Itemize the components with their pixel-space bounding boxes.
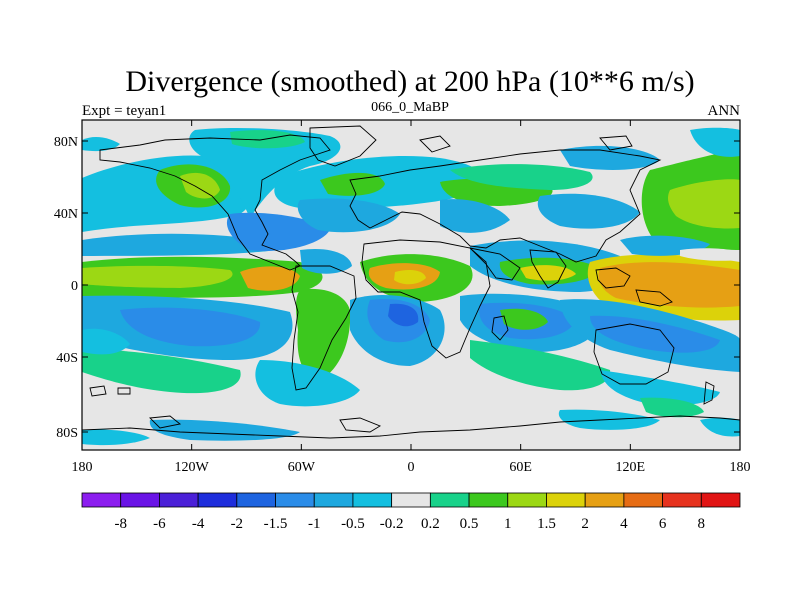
colorbar-swatch bbox=[546, 492, 586, 508]
colorbar-label: 1.5 bbox=[537, 516, 556, 532]
longitude-label: 0 bbox=[408, 460, 415, 475]
colorbar-label: -4 bbox=[192, 516, 205, 532]
latitude-axis: 80N 40N 0 40S 80S bbox=[54, 135, 740, 441]
latitude-label: 40N bbox=[54, 207, 78, 222]
colorbar-swatch bbox=[507, 492, 547, 508]
colorbar-swatch bbox=[159, 492, 199, 508]
colorbar-label: -1 bbox=[308, 516, 321, 532]
latitude-label: 0 bbox=[71, 279, 78, 294]
colorbar-swatch bbox=[429, 492, 470, 508]
colorbar-swatch bbox=[236, 492, 276, 508]
colorbar-label: 2 bbox=[581, 516, 589, 532]
longitude-label: 120W bbox=[175, 460, 210, 475]
colorbar-swatch bbox=[623, 492, 663, 508]
colorbar-label: -0.5 bbox=[341, 516, 365, 532]
colorbar-label: -6 bbox=[153, 516, 166, 532]
period-label: 066_0_MaBP bbox=[371, 100, 449, 115]
longitude-label: 180 bbox=[730, 460, 751, 475]
longitude-label: 60E bbox=[509, 460, 532, 475]
colorbar: -8 -6 -4 -2 -1.5 -1 -0.5 -0.2 0.2 0.5 1 1.5 2 4 6 8 bbox=[81, 492, 741, 532]
longitude-axis: 180 120W 60W 0 60E 120E 180 bbox=[72, 120, 751, 475]
colorbar-label: 0.5 bbox=[460, 516, 479, 532]
colorbar-label: 1 bbox=[504, 516, 512, 532]
map-title: Divergence (smoothed) at 200 hPa (10**6 … bbox=[125, 65, 694, 98]
colorbar-swatch bbox=[275, 492, 315, 508]
colorbar-swatch bbox=[120, 492, 160, 508]
coastlines bbox=[82, 125, 740, 439]
colorbar-swatch bbox=[584, 492, 625, 508]
experiment-label: Expt = teyan1 bbox=[82, 103, 166, 119]
colorbar-swatch bbox=[391, 492, 431, 508]
colorbar-label: -1.5 bbox=[264, 516, 288, 532]
colorbar-swatch bbox=[197, 492, 238, 508]
colorbar-label: 4 bbox=[620, 516, 628, 532]
colorbar-label: -0.2 bbox=[380, 516, 404, 532]
colorbar-swatch bbox=[700, 492, 741, 508]
colorbar-swatch bbox=[352, 492, 393, 508]
season-label: ANN bbox=[708, 103, 741, 119]
latitude-label: 40S bbox=[56, 351, 78, 366]
colorbar-label: -8 bbox=[114, 516, 127, 532]
longitude-label: 120E bbox=[616, 460, 646, 475]
longitude-label: 180 bbox=[72, 460, 93, 475]
colorbar-swatch bbox=[313, 492, 354, 508]
colorbar-label: 0.2 bbox=[421, 516, 440, 532]
colorbar-label: 8 bbox=[698, 516, 706, 532]
latitude-label: 80N bbox=[54, 135, 78, 150]
latitude-label: 80S bbox=[56, 426, 78, 441]
colorbar-label: 6 bbox=[659, 516, 667, 532]
colorbar-label: -2 bbox=[231, 516, 244, 532]
colorbar-swatch bbox=[81, 492, 122, 508]
colorbar-swatch bbox=[468, 492, 509, 508]
longitude-label: 60W bbox=[288, 460, 316, 475]
colorbar-swatch bbox=[662, 492, 702, 508]
